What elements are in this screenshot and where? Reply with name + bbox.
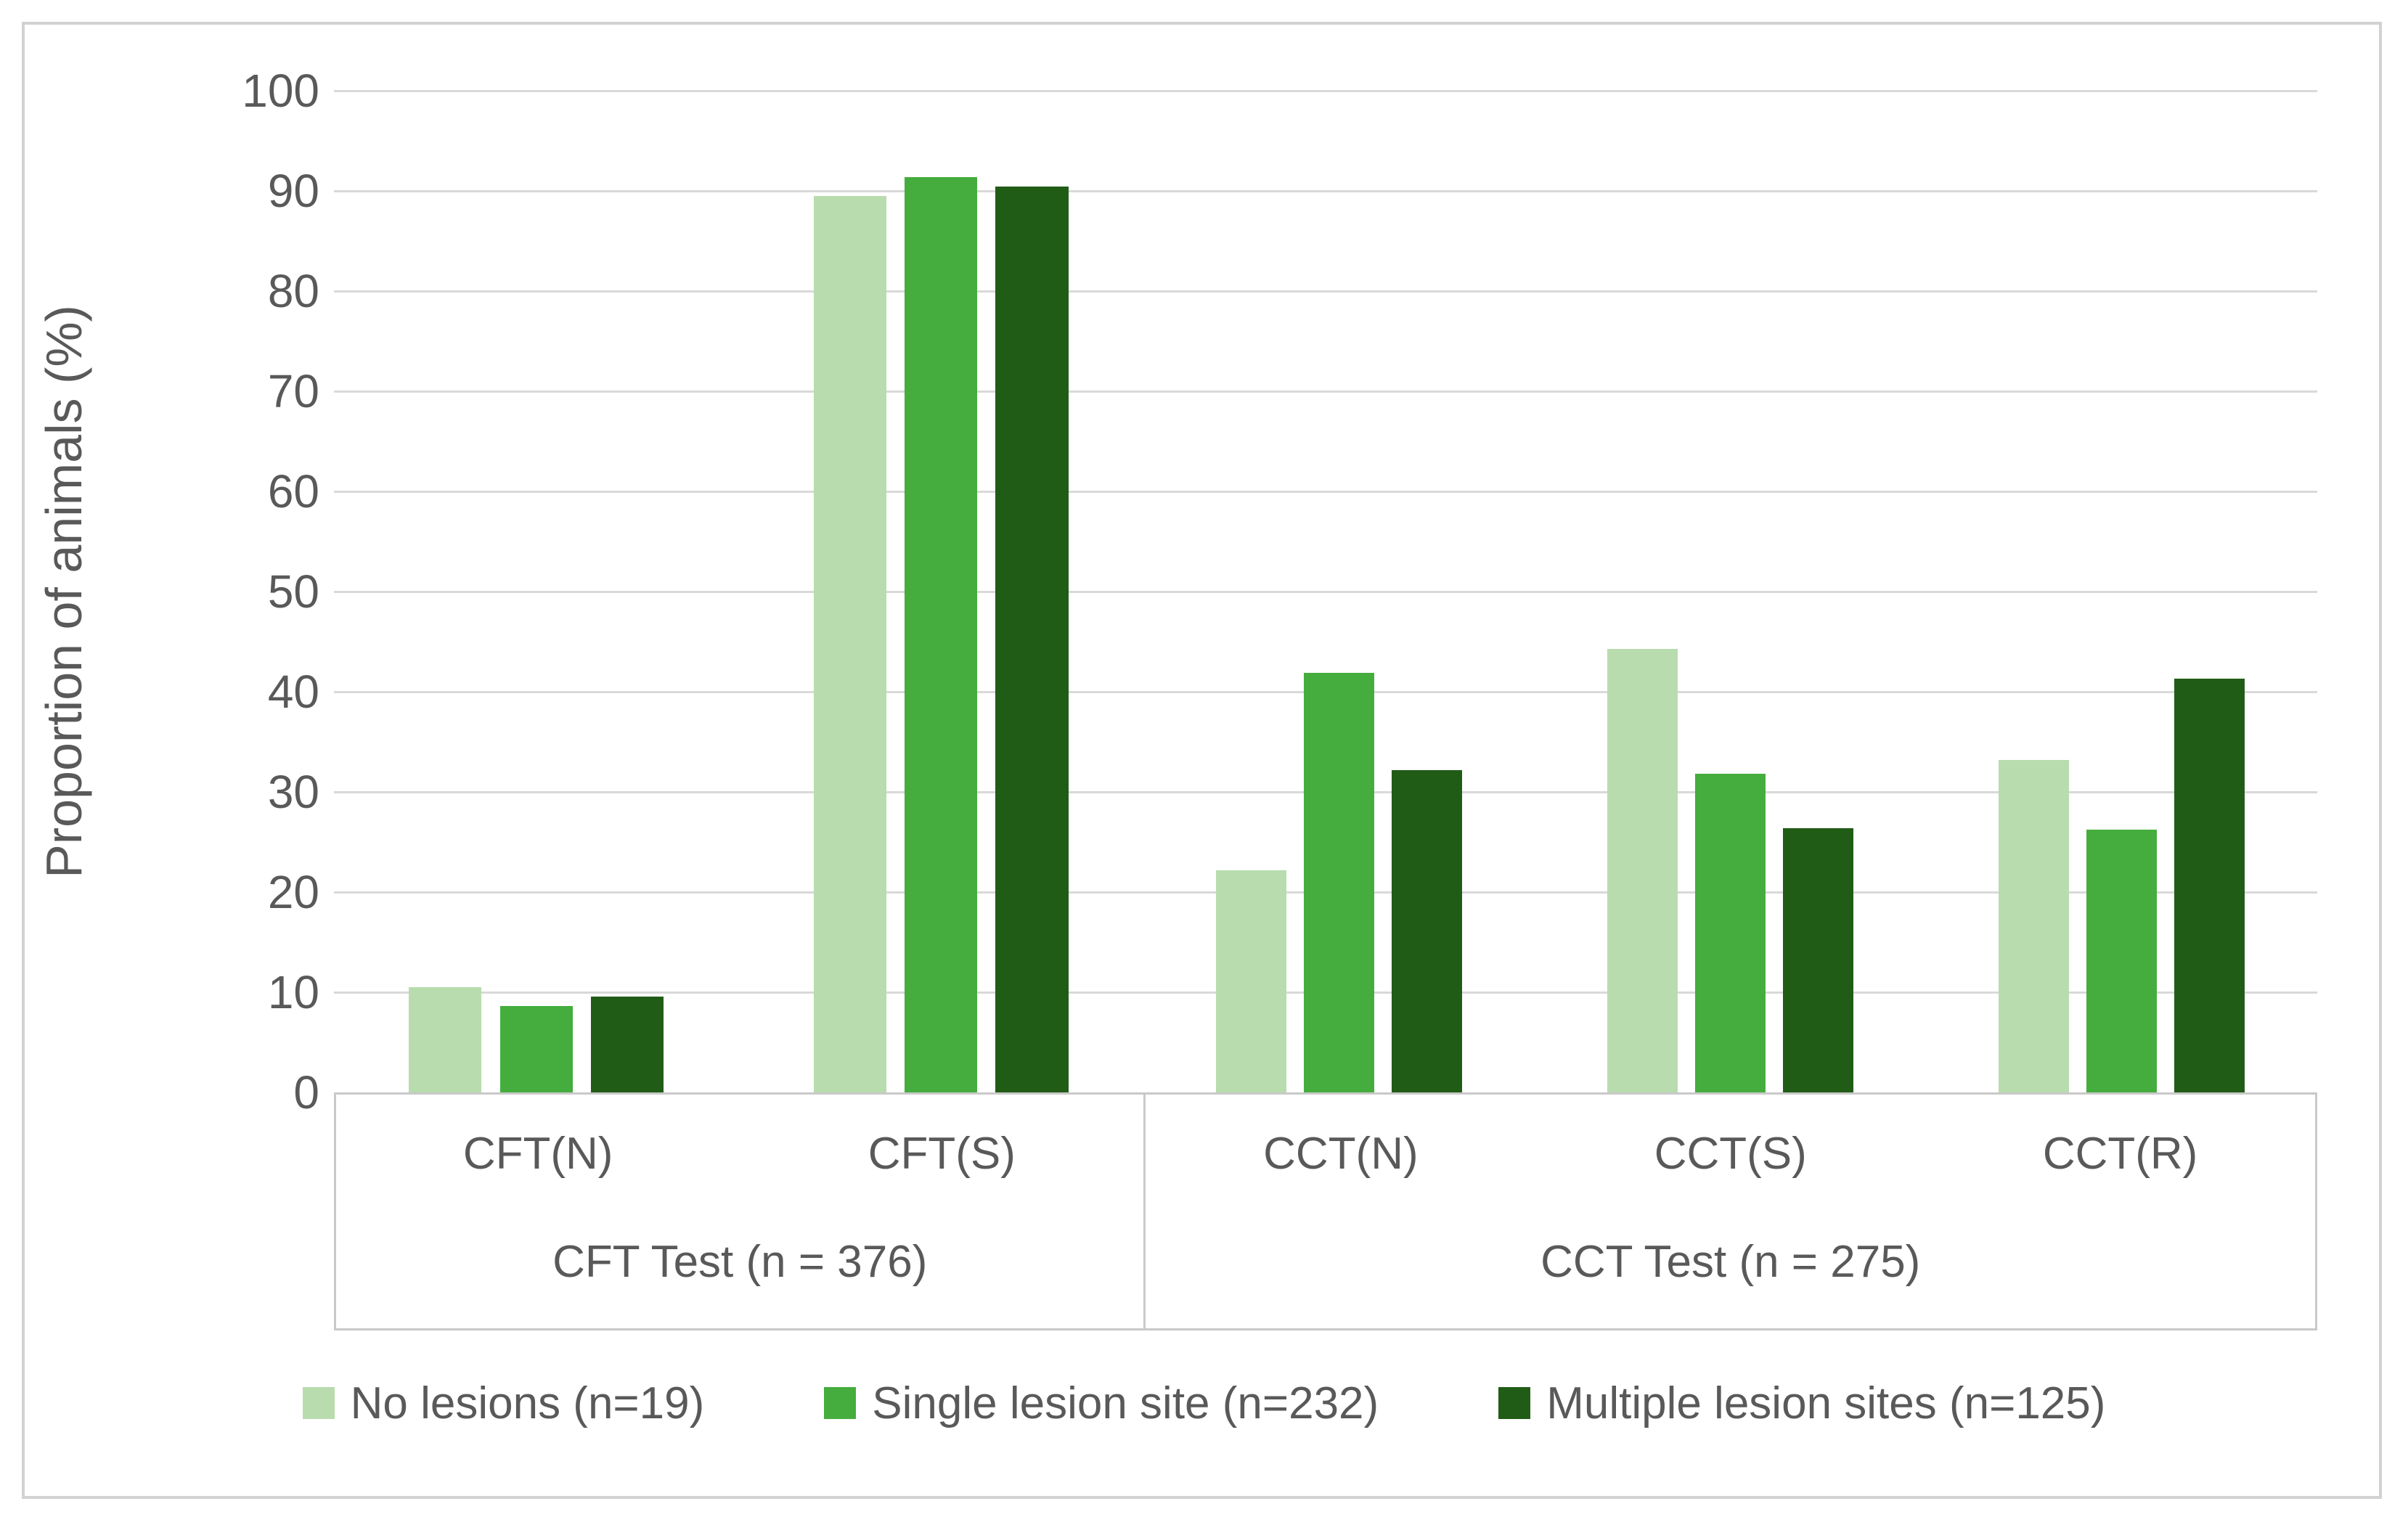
legend-item-multiple-lesion-sites: Multiple lesion sites (n=125) bbox=[1498, 1378, 2105, 1429]
bar-cluster-cct-s bbox=[1535, 91, 1926, 1092]
bar-cct-s-single-lesion-site bbox=[1694, 774, 1766, 1092]
y-tick-label-40: 40 bbox=[267, 666, 319, 718]
bar-cluster-cct-r bbox=[1926, 91, 2317, 1092]
category-label-cct-r: CCT(R) bbox=[2042, 1128, 2198, 1179]
category-label-row: CCT(N) CCT(S) CCT(R) bbox=[1146, 1095, 2315, 1213]
bar-cct-s-multiple-lesion-sites bbox=[1783, 827, 1854, 1092]
bar-cct-n-multiple-lesion-sites bbox=[1392, 769, 1463, 1092]
y-tick-label-10: 10 bbox=[267, 966, 319, 1018]
y-tick-label-20: 20 bbox=[267, 866, 319, 918]
bar-cluster-cct-n bbox=[1143, 91, 1535, 1092]
bar-cluster-cft-s bbox=[738, 91, 1143, 1092]
bar-cft-s-no-lesions bbox=[813, 195, 886, 1092]
category-axis-box: CFT(N) CFT(S) CFT Test (n = 376) CCT(N) CCT(… bbox=[334, 1092, 2317, 1330]
chart-outer-border bbox=[22, 22, 2382, 1499]
group-label-cft-test-n-376: CFT Test (n = 376) bbox=[552, 1236, 928, 1287]
category-label-cct-n: CCT(N) bbox=[1263, 1128, 1419, 1179]
y-tick-label-60: 60 bbox=[267, 465, 319, 518]
category-section-cct-test-n-275: CCT(N) CCT(S) CCT(R) CCT Test (n = 275) bbox=[1143, 1095, 2315, 1328]
bar-cft-s-single-lesion-site bbox=[905, 176, 978, 1092]
bar-series-container bbox=[334, 91, 2317, 1092]
bar-cct-r-no-lesions bbox=[1998, 759, 2069, 1092]
bar-cct-s-no-lesions bbox=[1607, 648, 1678, 1092]
y-tick-label-70: 70 bbox=[267, 365, 319, 417]
gridline-90 bbox=[334, 190, 2317, 192]
bar-cft-s-multiple-lesion-sites bbox=[995, 187, 1069, 1092]
bar-cct-r-multiple-lesion-sites bbox=[2174, 679, 2245, 1092]
gridline-60 bbox=[334, 491, 2317, 493]
bar-section-cft-test-n-376 bbox=[334, 91, 1143, 1092]
legend-label: Single lesion site (n=232) bbox=[872, 1378, 1379, 1428]
legend: No lesions (n=19) Single lesion site (n=2… bbox=[0, 1363, 2408, 1443]
category-label-cft-s: CFT(S) bbox=[868, 1128, 1016, 1179]
legend-label: Multiple lesion sites (n=125) bbox=[1546, 1378, 2106, 1428]
legend-item-single-lesion-site: Single lesion site (n=232) bbox=[824, 1378, 1379, 1429]
bar-cluster-cft-n bbox=[334, 91, 738, 1092]
category-label-cft-n: CFT(N) bbox=[462, 1128, 613, 1179]
gridline-70 bbox=[334, 391, 2317, 393]
group-label-cct-test-n-275: CCT Test (n = 275) bbox=[1540, 1236, 1921, 1287]
y-tick-label-50: 50 bbox=[267, 565, 319, 618]
legend-swatch-icon bbox=[824, 1387, 857, 1419]
category-section-cft-test-n-376: CFT(N) CFT(S) CFT Test (n = 376) bbox=[336, 1095, 1143, 1328]
bar-cct-n-no-lesions bbox=[1215, 870, 1286, 1092]
plot-area bbox=[334, 90, 2317, 1092]
y-tick-label-90: 90 bbox=[267, 165, 319, 217]
y-tick-label-30: 30 bbox=[267, 766, 319, 818]
category-label-row: CFT(N) CFT(S) bbox=[336, 1095, 1143, 1213]
gridline-100 bbox=[334, 90, 2317, 92]
y-tick-label-100: 100 bbox=[242, 65, 319, 117]
gridline-50 bbox=[334, 591, 2317, 593]
legend-swatch-icon bbox=[302, 1387, 335, 1419]
legend-item-no-lesions: No lesions (n=19) bbox=[302, 1378, 705, 1429]
bar-cct-n-single-lesion-site bbox=[1303, 672, 1374, 1092]
y-tick-label-80: 80 bbox=[267, 265, 319, 317]
bar-section-cct-test-n-275 bbox=[1143, 91, 2317, 1092]
bar-cft-n-no-lesions bbox=[409, 987, 482, 1092]
legend-label: No lesions (n=19) bbox=[350, 1378, 705, 1428]
legend-swatch-icon bbox=[1498, 1387, 1531, 1419]
category-label-cct-s: CCT(S) bbox=[1654, 1128, 1807, 1179]
bar-cft-n-single-lesion-site bbox=[499, 1006, 573, 1092]
bar-cct-r-single-lesion-site bbox=[2086, 830, 2157, 1092]
y-axis-title: Proportion of animals (%) bbox=[36, 305, 92, 878]
gridline-80 bbox=[334, 290, 2317, 293]
y-tick-label-0: 0 bbox=[293, 1066, 319, 1119]
bar-cft-n-multiple-lesion-sites bbox=[590, 996, 664, 1092]
